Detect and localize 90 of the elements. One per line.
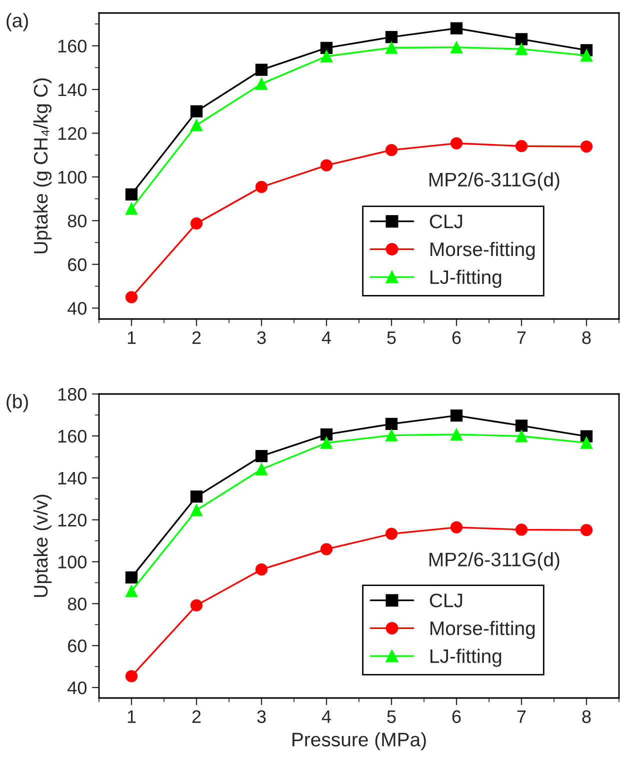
point	[125, 670, 138, 682]
point	[385, 144, 398, 156]
point	[580, 436, 593, 449]
point	[515, 140, 528, 152]
point	[190, 217, 203, 230]
point	[450, 22, 463, 34]
x-tick-label: 1	[128, 331, 136, 344]
x-tick-label: 1	[128, 710, 136, 723]
point	[450, 410, 463, 422]
x-tick-label: 6	[452, 710, 461, 724]
point	[385, 42, 398, 54]
y-tick-label: 40	[68, 302, 86, 315]
legend-label: LJ-fitting	[430, 648, 502, 667]
legend-label: LJ-fitting	[430, 270, 502, 288]
x-tick-label: 7	[517, 331, 526, 344]
point	[515, 524, 528, 536]
point	[255, 78, 268, 90]
x-tick-label: 4	[322, 710, 331, 723]
x-tick-label: 7	[517, 710, 526, 723]
annotation: MP2/6-311G(d)	[430, 552, 560, 570]
point	[320, 42, 333, 54]
y-tick-label: 120	[58, 127, 86, 140]
y-tick-label: 140	[58, 83, 86, 96]
x-tick-label: 6	[452, 331, 461, 344]
point	[125, 571, 138, 584]
point	[320, 428, 333, 441]
x-axis-title: Pressure (MPa)	[292, 732, 426, 750]
point	[190, 105, 203, 118]
point	[450, 428, 463, 441]
y-tick-label: 60	[68, 258, 86, 272]
point	[450, 41, 463, 54]
y-tick-label: 180	[58, 388, 86, 401]
point	[190, 599, 203, 612]
annotation: MP2/6-311G(d)	[430, 172, 560, 190]
y-tick-label: 160	[58, 430, 86, 443]
y-tick-label: 100	[58, 556, 86, 568]
point	[255, 64, 268, 76]
point	[450, 137, 463, 150]
y-tick-label: 160	[58, 40, 86, 53]
x-tick-label: 8	[582, 331, 591, 344]
y-tick-label: 80	[68, 214, 86, 228]
y-tick-label: 60	[68, 640, 86, 652]
point	[255, 450, 268, 462]
x-tick-label: 3	[257, 710, 266, 724]
y-tick-label: 40	[68, 681, 86, 694]
x-tick-label: 2	[192, 710, 201, 723]
point	[320, 50, 333, 62]
legend-label: Morse-fitting	[430, 620, 535, 640]
point	[190, 119, 203, 132]
text: (a)	[6, 13, 28, 32]
legend-label: Morse-fitting	[430, 242, 535, 260]
x-tick-label: 2	[192, 331, 201, 344]
point	[125, 188, 138, 200]
x-tick-label: 5	[387, 331, 396, 344]
point	[515, 430, 528, 442]
y-tick-label: 80	[68, 598, 86, 610]
y-tick-label: 100	[58, 170, 86, 184]
point	[385, 528, 398, 540]
point	[190, 504, 203, 516]
point	[320, 543, 333, 556]
y-tick-label: 120	[58, 514, 86, 527]
y-axis-title: Uptake (g CH₄/kg C)	[33, 78, 52, 254]
x-tick-label: 5	[387, 710, 396, 724]
point	[580, 49, 593, 62]
point	[255, 463, 268, 476]
point	[580, 140, 593, 153]
text: (b)	[6, 394, 28, 412]
point	[385, 30, 398, 44]
x-tick-label: 8	[582, 710, 591, 724]
point	[385, 418, 398, 430]
legend-label: CLJ	[430, 594, 462, 608]
legend-label: CLJ	[430, 214, 462, 228]
point	[385, 429, 398, 442]
point	[515, 33, 528, 46]
x-tick-label: 3	[257, 331, 266, 344]
y-tick-label: 140	[58, 472, 86, 485]
point	[125, 291, 138, 304]
point	[125, 202, 138, 215]
point	[255, 180, 268, 194]
point	[320, 159, 333, 172]
point	[515, 42, 528, 56]
point	[515, 420, 528, 432]
point	[320, 436, 333, 449]
x-tick-label: 4	[322, 331, 331, 344]
point	[255, 563, 268, 576]
point	[450, 521, 463, 534]
y-axis-title: Uptake (v/v)	[33, 494, 52, 597]
point	[190, 490, 203, 503]
point	[580, 524, 593, 536]
point	[125, 585, 138, 598]
